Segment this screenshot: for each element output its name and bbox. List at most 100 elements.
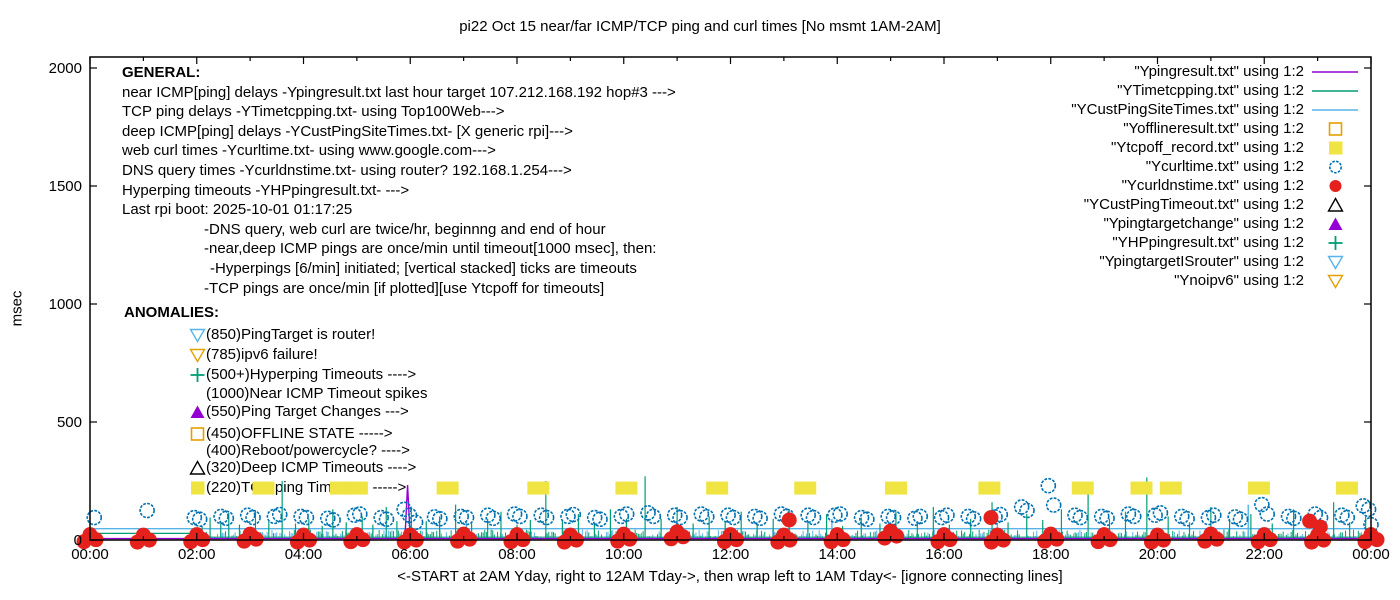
x-tick-label: 08:00	[498, 546, 536, 563]
legend-label: "YHPpingresult.txt" using 1:2	[1112, 234, 1304, 251]
axes: 00:00 02:00 04:00 06:00 08:00 10:00 12:00 14:00…	[49, 56, 1390, 563]
legend: "Ypingresult.txt" using 1:2 "YTimetcpping…	[1000, 62, 1366, 290]
anomaly-text: (320)Deep ICMP Timeouts ---->	[206, 459, 417, 476]
legend-entry: "Ypingresult.txt" using 1:2	[1000, 62, 1366, 81]
anomalies-header: ANOMALIES:	[124, 304, 219, 321]
general-line: -Hyperpings [6/min] initiated; [vertical…	[210, 259, 637, 277]
legend-entry: "Ycurldnstime.txt" using 1:2	[1000, 176, 1366, 195]
x-tick-label: 00:00	[1352, 546, 1390, 563]
x-tick-label: 06:00	[391, 546, 429, 563]
x-axis-label: <-START at 2AM Yday, right to 12AM Tday-…	[397, 568, 1063, 585]
legend-entry: "Ypingtargetchange" using 1:2	[1000, 214, 1366, 233]
square-fill-legend-icon	[1304, 140, 1366, 156]
anomaly-text: (400)Reboot/powercycle? ---->	[206, 442, 410, 459]
general-line: Hyperping timeouts -YHPpingresult.txt- -…	[122, 181, 410, 199]
legend-label: "YCustPingSiteTimes.txt" using 1:2	[1071, 101, 1304, 118]
anomaly-line: (450)OFFLINE STATE ----->	[189, 425, 393, 442]
general-line: -DNS query, web curl are twice/hr, begin…	[204, 220, 606, 238]
legend-label: "YCustPingTimeout.txt" using 1:2	[1083, 196, 1304, 213]
y-tick-label: 2000	[49, 60, 82, 77]
series-ytcpoff-squares	[252, 481, 1358, 495]
y-tick-label: 500	[57, 414, 82, 431]
x-tick-label: 12:00	[712, 546, 750, 563]
legend-entry: "Ytcpoff_record.txt" using 1:2	[1000, 138, 1366, 157]
general-header: GENERAL:	[122, 64, 201, 81]
chart-title: pi22 Oct 15 near/far ICMP/TCP ping and c…	[459, 18, 941, 35]
y-tick-label: 1500	[49, 178, 82, 195]
general-line: -near,deep ICMP pings are once/min until…	[204, 240, 657, 258]
legend-entry: "Ynoipv6" using 1:2	[1000, 271, 1366, 290]
legend-label: "Yofflineresult.txt" using 1:2	[1123, 120, 1304, 137]
general-line: web curl times -Ycurltime.txt- using www…	[122, 142, 496, 160]
tri-down-open-legend-icon	[1304, 254, 1366, 270]
x-tick-label: 22:00	[1245, 546, 1283, 563]
x-tick-label: 00:00	[71, 546, 109, 563]
tri-down-open-icon	[189, 327, 206, 343]
general-line: near ICMP[ping] delays -Ypingresult.txt …	[122, 83, 676, 101]
general-line: DNS query times -Ycurldnstime.txt- using…	[122, 161, 572, 179]
circle-open-legend-icon	[1304, 159, 1366, 175]
anomaly-line: (1000)Near ICMP Timeout spikes	[189, 385, 427, 402]
anomaly-line: (320)Deep ICMP Timeouts ---->	[189, 459, 416, 476]
legend-label: "YTimetcpping.txt" using 1:2	[1117, 82, 1304, 99]
general-lines: near ICMP[ping] delays -Ypingresult.txt …	[122, 83, 676, 299]
line-legend-icon	[1304, 107, 1366, 113]
anomaly-text: (850)PingTarget is router!	[206, 326, 376, 343]
general-line: -TCP pings are once/min [if plotted][use…	[204, 279, 605, 297]
anomaly-line: (850)PingTarget is router!	[189, 326, 375, 343]
line-legend-icon	[1304, 88, 1366, 94]
x-tick-label: 20:00	[1139, 546, 1177, 563]
tri-up-fill-icon	[189, 404, 206, 420]
legend-entry: "YCustPingTimeout.txt" using 1:2	[1000, 195, 1366, 214]
legend-label: "Ycurltime.txt" using 1:2	[1145, 158, 1304, 175]
y-tick-label: 0	[74, 532, 82, 549]
x-tick-label: 16:00	[925, 546, 963, 563]
legend-entry: "YpingtargetISrouter" using 1:2	[1000, 252, 1366, 271]
square-open-legend-icon	[1304, 121, 1366, 137]
legend-entry: "YTimetcpping.txt" using 1:2	[1000, 81, 1366, 100]
anomaly-line: (400)Reboot/powercycle? ---->	[189, 442, 410, 459]
anomaly-text: (500+)Hyperping Timeouts ---->	[206, 366, 417, 383]
legend-label: "Ypingresult.txt" using 1:2	[1134, 63, 1304, 80]
y-tick-label: 1000	[49, 296, 82, 313]
plus-icon	[189, 367, 206, 383]
legend-entry: "YCustPingSiteTimes.txt" using 1:2	[1000, 100, 1366, 119]
plus-legend-icon	[1304, 235, 1366, 251]
legend-entry: "Ycurltime.txt" using 1:2	[1000, 157, 1366, 176]
anomaly-line: (785)ipv6 failure!	[189, 346, 318, 363]
general-notes-block: GENERAL: near ICMP[ping] delays -Ypingre…	[122, 63, 676, 298]
legend-label: "Ycurldnstime.txt" using 1:2	[1121, 177, 1304, 194]
general-line: Last rpi boot: 2025-10-01 01:17:25	[122, 201, 353, 219]
anomaly-text: (785)ipv6 failure!	[206, 346, 318, 363]
legend-entry: "YHPpingresult.txt" using 1:2	[1000, 233, 1366, 252]
x-tick-label: 10:00	[605, 546, 643, 563]
tri-up-fill-legend-icon	[1304, 216, 1366, 232]
x-tick-label: 14:00	[818, 546, 856, 563]
anomaly-text: (450)OFFLINE STATE ----->	[206, 425, 393, 442]
legend-entry: "Yofflineresult.txt" using 1:2	[1000, 119, 1366, 138]
tri-down-open-icon	[189, 347, 206, 363]
square-fill-icon	[189, 480, 206, 496]
x-tick-label: 04:00	[285, 546, 323, 563]
anomaly-line: (550)Ping Target Changes --->	[189, 403, 409, 420]
anomaly-text: (550)Ping Target Changes --->	[206, 403, 409, 420]
line-legend-icon	[1304, 69, 1366, 75]
legend-label: "Ytcpoff_record.txt" using 1:2	[1111, 139, 1304, 156]
circle-fill-legend-icon	[1304, 178, 1366, 194]
x-tick-label: 02:00	[178, 546, 216, 563]
legend-label: "Ynoipv6" using 1:2	[1174, 272, 1304, 289]
tri-up-open-icon	[189, 459, 206, 476]
series-ycurltime-circles	[86, 477, 1379, 533]
tri-up-open-legend-icon	[1304, 196, 1366, 213]
square-open-icon	[189, 426, 206, 442]
general-line: deep ICMP[ping] delays -YCustPingSiteTim…	[122, 122, 573, 140]
general-line: TCP ping delays -YTimetcpping.txt- using…	[122, 103, 505, 121]
anomaly-text: (1000)Near ICMP Timeout spikes	[206, 385, 428, 402]
x-tick-label: 18:00	[1032, 546, 1070, 563]
legend-label: "YpingtargetISrouter" using 1:2	[1099, 253, 1304, 270]
legend-label: "Ypingtargetchange" using 1:2	[1103, 215, 1304, 232]
tri-down-open-legend-icon	[1304, 273, 1366, 289]
anomaly-line: (500+)Hyperping Timeouts ---->	[189, 366, 416, 383]
